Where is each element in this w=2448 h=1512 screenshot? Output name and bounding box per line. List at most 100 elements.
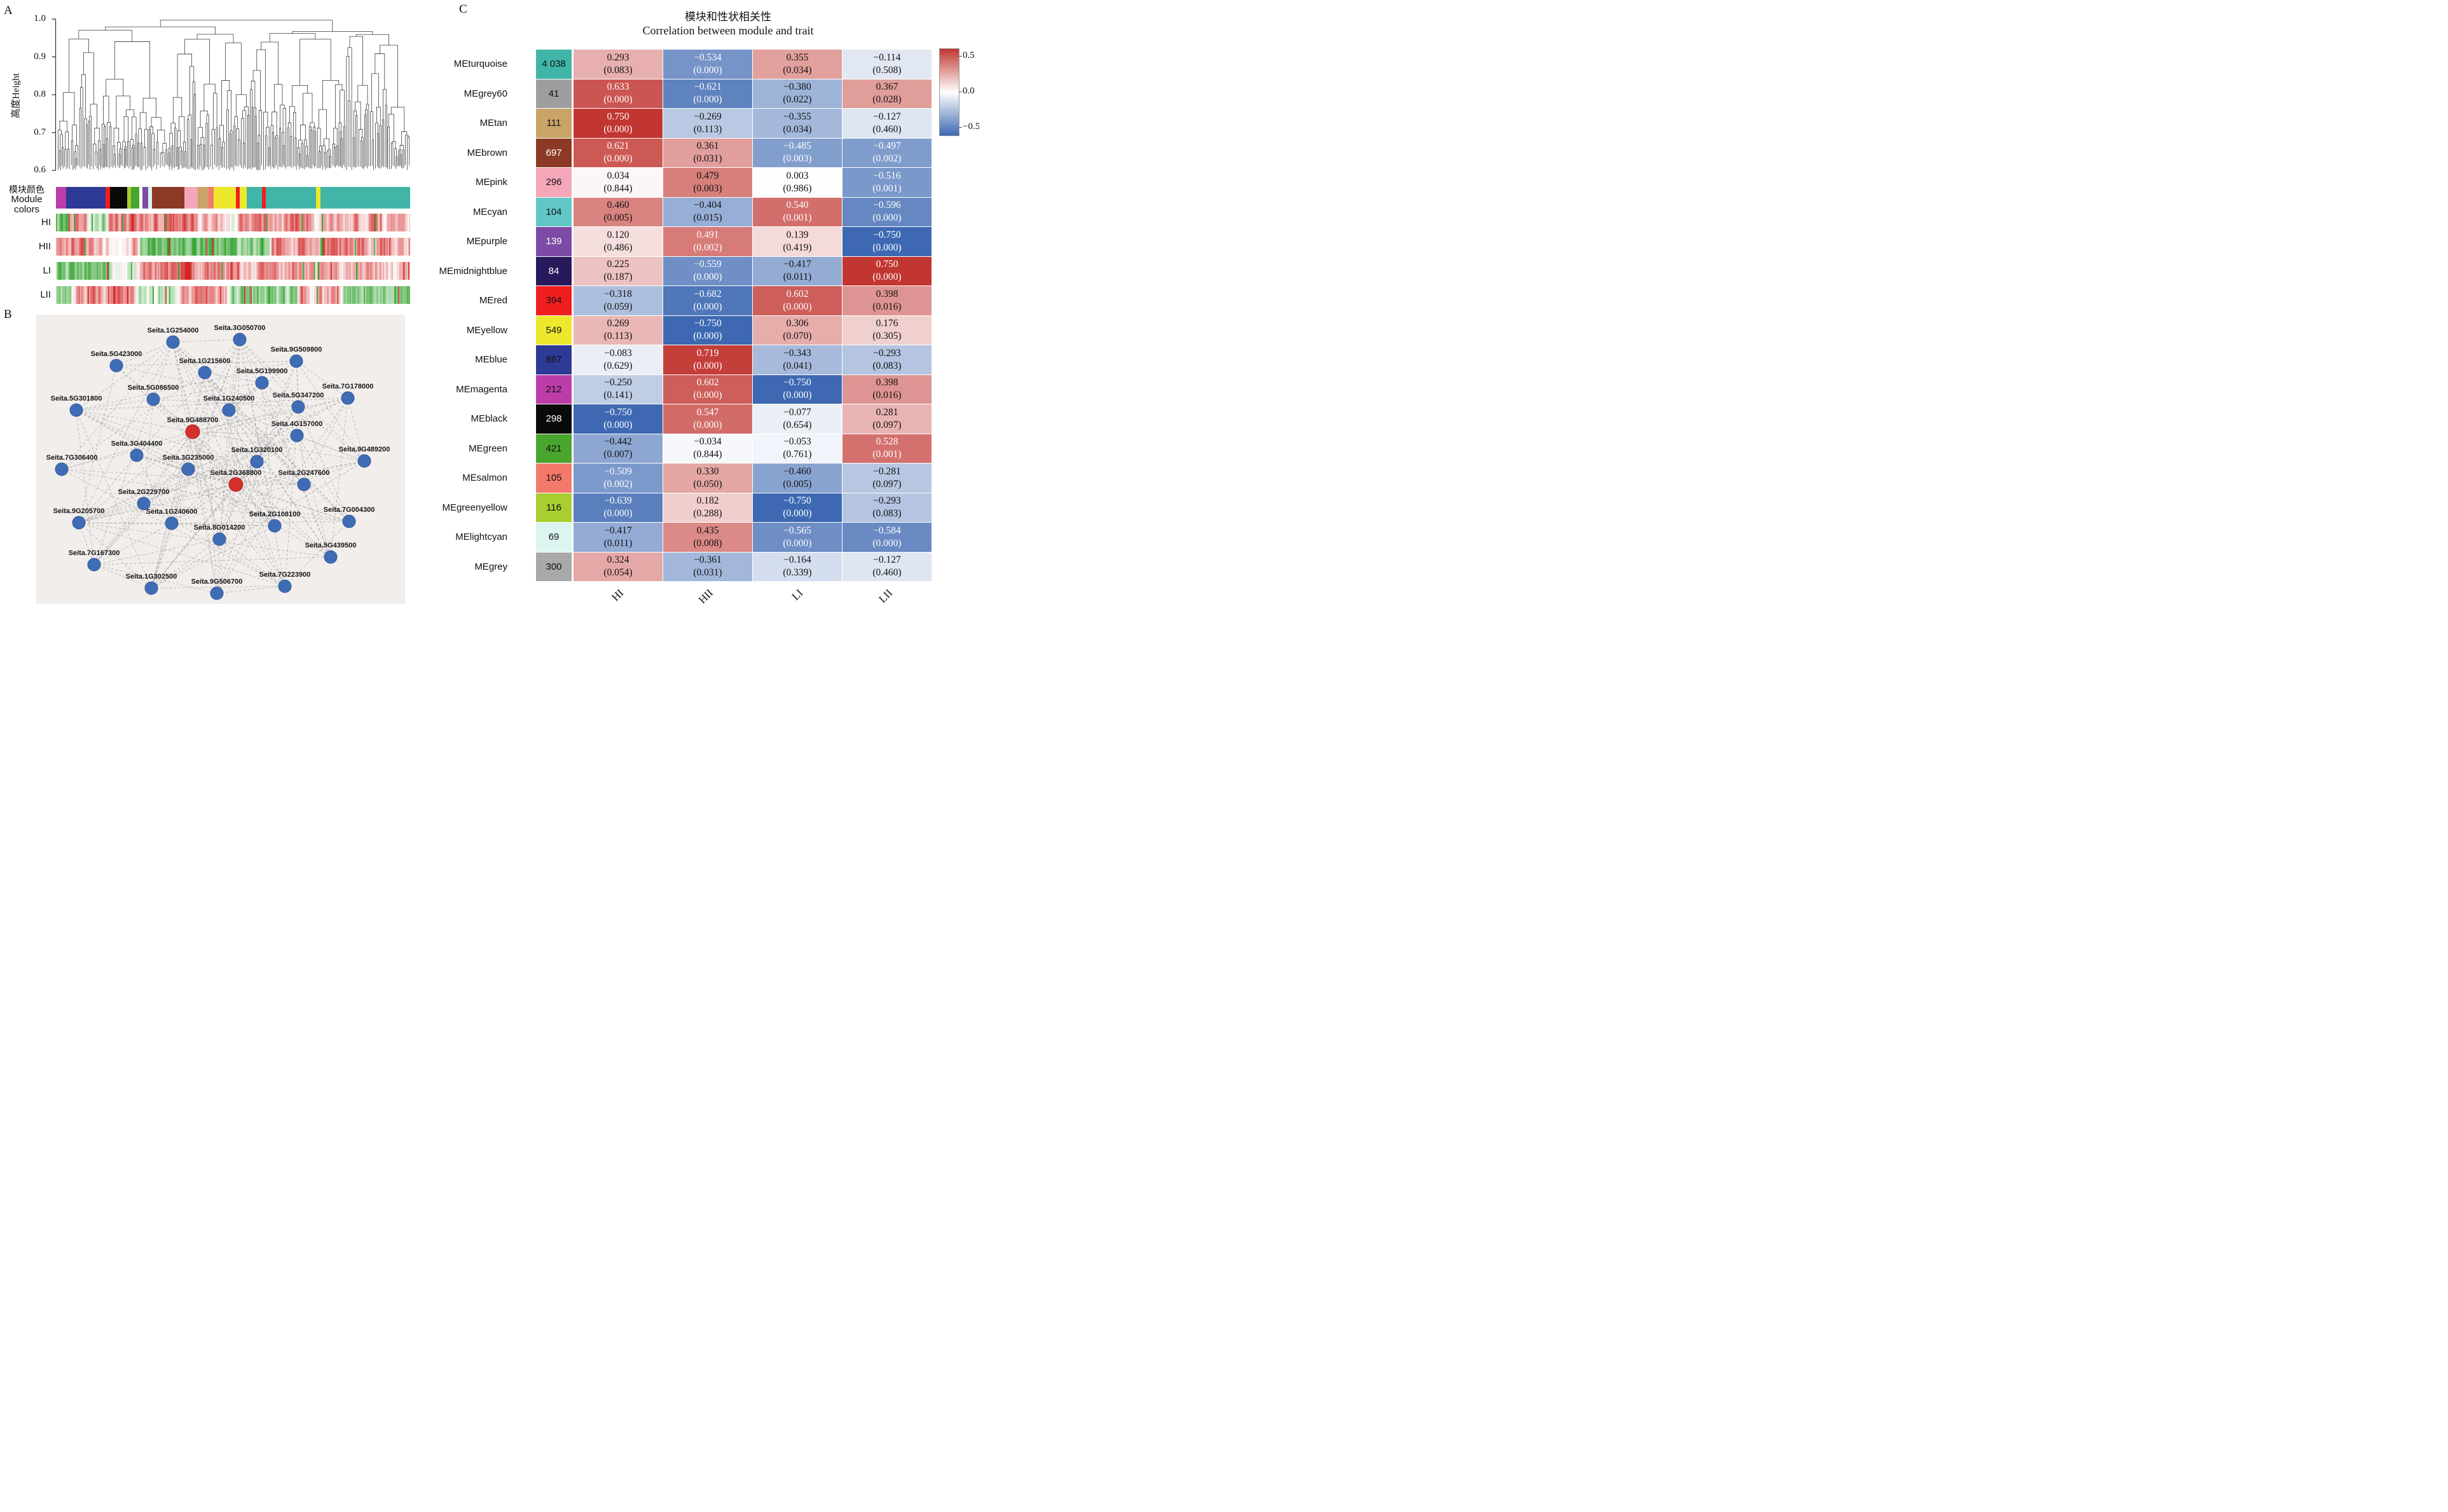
colorbar-tick-mark: [959, 56, 962, 57]
correlation-cell: −0.380 (0.022): [753, 79, 842, 108]
correlation-value: −0.559: [694, 259, 722, 270]
correlation-cell: 0.176 (0.305): [842, 315, 932, 345]
p-value: (0.000): [603, 153, 633, 165]
gene-label: Seita.9G489200: [339, 446, 390, 453]
correlation-cell: −0.417 (0.011): [574, 523, 663, 552]
correlation-cell: −0.293 (0.083): [842, 345, 932, 375]
correlation-cell: −0.516 (0.001): [842, 168, 932, 197]
p-value: (0.000): [783, 508, 812, 519]
module-label: MEgrey: [474, 561, 507, 572]
y-tick-label: 0.8: [34, 89, 46, 99]
correlation-cell: −0.269 (0.113): [663, 109, 752, 138]
module-color-segment: [247, 187, 262, 209]
gene-node: [130, 448, 144, 462]
module-count-swatch: 421: [536, 434, 572, 463]
p-value: (0.000): [603, 123, 633, 135]
gene-node: [222, 403, 236, 417]
heatmap-row: MEbrown 697 0.621 (0.000) 0.361 (0.031) −0.485…: [387, 138, 940, 167]
module-label: MEred: [479, 295, 507, 306]
trait-heat-band-LI: [56, 262, 410, 280]
module-count-swatch: 300: [536, 552, 572, 581]
correlation-value: −0.750: [694, 318, 722, 329]
trait-heat-band-HI: [56, 214, 410, 231]
module-color-segment: [152, 187, 185, 209]
module-color-segment: [109, 187, 128, 209]
p-value: (0.000): [693, 301, 722, 312]
gene-node: [291, 400, 305, 414]
gene-node: [146, 392, 160, 406]
module-color-segment: [127, 187, 132, 209]
correlation-value: 0.398: [876, 288, 898, 299]
p-value: (0.000): [603, 508, 633, 519]
p-value: (0.000): [872, 537, 902, 549]
correlation-value: −0.442: [604, 436, 632, 448]
correlation-value: −0.053: [783, 436, 811, 448]
correlation-value: −0.516: [873, 170, 901, 181]
p-value: (0.059): [603, 301, 633, 312]
correlation-cell: −0.682 (0.000): [663, 286, 752, 315]
heatmap-row: MEsalmon 105 −0.509 (0.002) 0.330 (0.050) −0.4…: [387, 464, 940, 493]
heatmap-row: MEmidnightblue 84 0.225 (0.187) −0.559 (0.000…: [387, 256, 940, 285]
colorbar-tick-label: 0.0: [963, 86, 975, 96]
figure-root: A 高度Height 1.0 0.9 0.8 0.7 0.6 模块颜色 Module c…: [0, 0, 979, 605]
module-color-segment: [266, 187, 316, 209]
gene-label: Seita.5G301800: [51, 395, 102, 402]
correlation-value: −0.281: [873, 465, 901, 477]
p-value: (0.001): [872, 182, 902, 194]
heatmap-row: MEmagenta 212 −0.250 (0.141) 0.602 (0.000) −0.…: [387, 375, 940, 404]
p-value: (0.005): [603, 212, 633, 224]
module-count-swatch: 296: [536, 168, 572, 197]
correlation-value: −0.361: [694, 554, 722, 566]
correlation-value: −0.417: [783, 259, 811, 270]
correlation-cell: 0.330 (0.050): [663, 464, 752, 493]
correlation-value: −0.750: [783, 377, 811, 388]
gene-label: Seita.5G423000: [91, 350, 142, 358]
module-label: MEyellow: [466, 324, 507, 336]
gene-node: [342, 514, 356, 528]
p-value: (0.844): [693, 449, 722, 460]
correlation-cell: 0.034 (0.844): [574, 168, 663, 197]
correlation-cell: −0.639 (0.000): [574, 493, 663, 522]
heatmap-row: MEblue 867 −0.083 (0.629) 0.719 (0.000) −0.343…: [387, 345, 940, 375]
module-count-swatch: 4 038: [536, 50, 572, 79]
correlation-value: 0.491: [696, 229, 719, 240]
p-value: (0.339): [783, 567, 812, 579]
column-label-text: HII: [696, 587, 716, 605]
module-count-swatch: 104: [536, 197, 572, 226]
gene-label: Seita.8G014200: [194, 524, 245, 532]
y-tick-label: 0.7: [34, 127, 46, 137]
gene-label: Seita.9G509800: [271, 346, 322, 354]
p-value: (0.113): [693, 123, 722, 135]
gene-node: [341, 391, 355, 405]
correlation-cell: 0.139 (0.419): [753, 227, 842, 256]
module-count-swatch: 69: [536, 523, 572, 552]
p-value: (0.000): [693, 94, 722, 106]
trait-band-label: LI: [43, 265, 51, 276]
gene-label: Seita.9G506700: [191, 578, 243, 586]
colorbar-tick-mark: [959, 127, 962, 128]
module-count-swatch: 116: [536, 493, 572, 522]
p-value: (0.083): [872, 508, 902, 519]
heatmap-row: MEgreenyellow 116 −0.639 (0.000) 0.182 (0.288…: [387, 493, 940, 522]
column-label-text: HI: [609, 587, 626, 604]
panel-a-label: A: [4, 4, 13, 17]
heatmap-row: MEgrey60 41 0.633 (0.000) −0.621 (0.000) −0.38…: [387, 79, 940, 108]
correlation-value: 0.361: [696, 141, 719, 152]
correlation-value: 0.633: [607, 81, 629, 93]
gene-label: Seita.1G215600: [179, 357, 231, 365]
module-label: MEbrown: [467, 147, 507, 158]
p-value: (0.031): [693, 567, 722, 579]
gene-node: [290, 429, 304, 443]
p-value: (0.000): [603, 94, 633, 106]
y-tick-label: 0.6: [34, 165, 46, 175]
module-trait-heatmap: MEturquoise 4 038 0.293 (0.083) −0.534 (0.000…: [387, 50, 940, 582]
correlation-cell: 0.602 (0.000): [663, 375, 752, 404]
p-value: (0.011): [603, 537, 633, 549]
correlation-cell: 0.540 (0.001): [753, 197, 842, 226]
correlation-value: −0.639: [604, 495, 632, 507]
correlation-value: −0.596: [873, 200, 901, 211]
correlation-value: −0.682: [694, 288, 722, 299]
module-color-segment: [315, 187, 320, 209]
dendrogram-tree: [58, 20, 409, 170]
correlation-value: −0.417: [604, 525, 632, 536]
